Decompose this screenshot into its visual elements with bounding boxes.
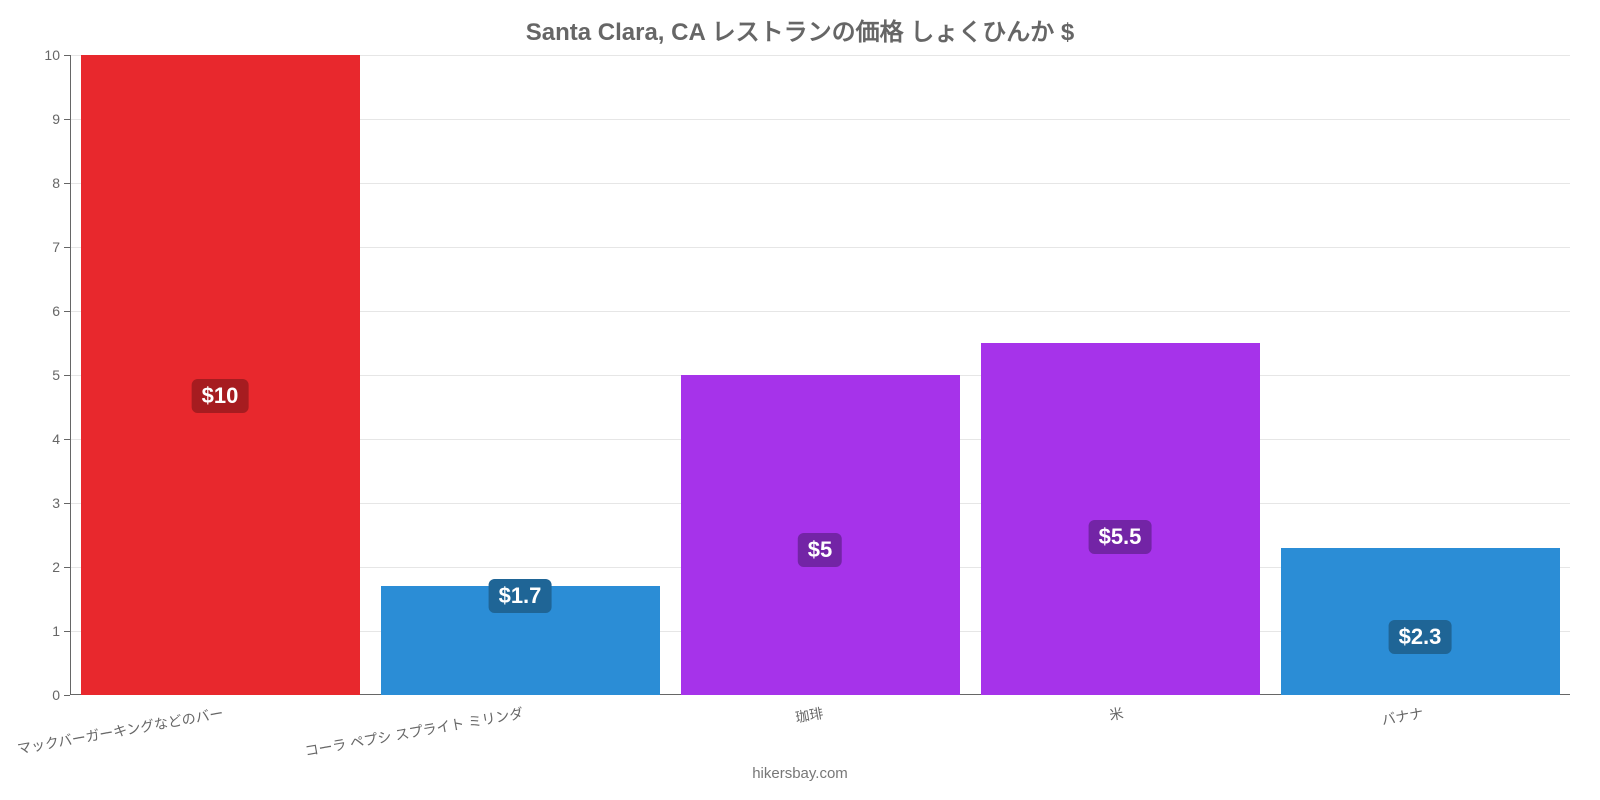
bar-value-label: $5.5 bbox=[1089, 520, 1152, 554]
attribution: hikersbay.com bbox=[0, 765, 1600, 782]
y-tick-mark bbox=[64, 695, 70, 696]
plot-area: 012345678910$10マックバーガーキングなどのバー$1.7コーラ ペプ… bbox=[70, 55, 1570, 695]
bar: $5 bbox=[681, 375, 960, 695]
x-category-label: 米 bbox=[1106, 695, 1125, 725]
x-category-label: 珈琲 bbox=[792, 695, 824, 727]
bar: $5.5 bbox=[981, 343, 1260, 695]
bar: $10 bbox=[81, 55, 360, 695]
bar-value-label: $10 bbox=[192, 379, 249, 413]
bar-value-label: $5 bbox=[798, 533, 842, 567]
bar: $1.7 bbox=[381, 586, 660, 695]
y-axis-line bbox=[70, 55, 71, 695]
x-category-label: マックバーガーキングなどのバー bbox=[14, 695, 225, 759]
bar-chart: Santa Clara, CA レストランの価格 しょくひんか $ 012345… bbox=[0, 0, 1600, 800]
bar-value-label: $2.3 bbox=[1389, 620, 1452, 654]
chart-title: Santa Clara, CA レストランの価格 しょくひんか $ bbox=[0, 12, 1600, 47]
bar-value-label: $1.7 bbox=[489, 579, 552, 613]
x-category-label: バナナ bbox=[1379, 695, 1425, 730]
bar: $2.3 bbox=[1281, 548, 1560, 695]
x-category-label: コーラ ペプシ スプライト ミリンダ bbox=[302, 695, 525, 761]
